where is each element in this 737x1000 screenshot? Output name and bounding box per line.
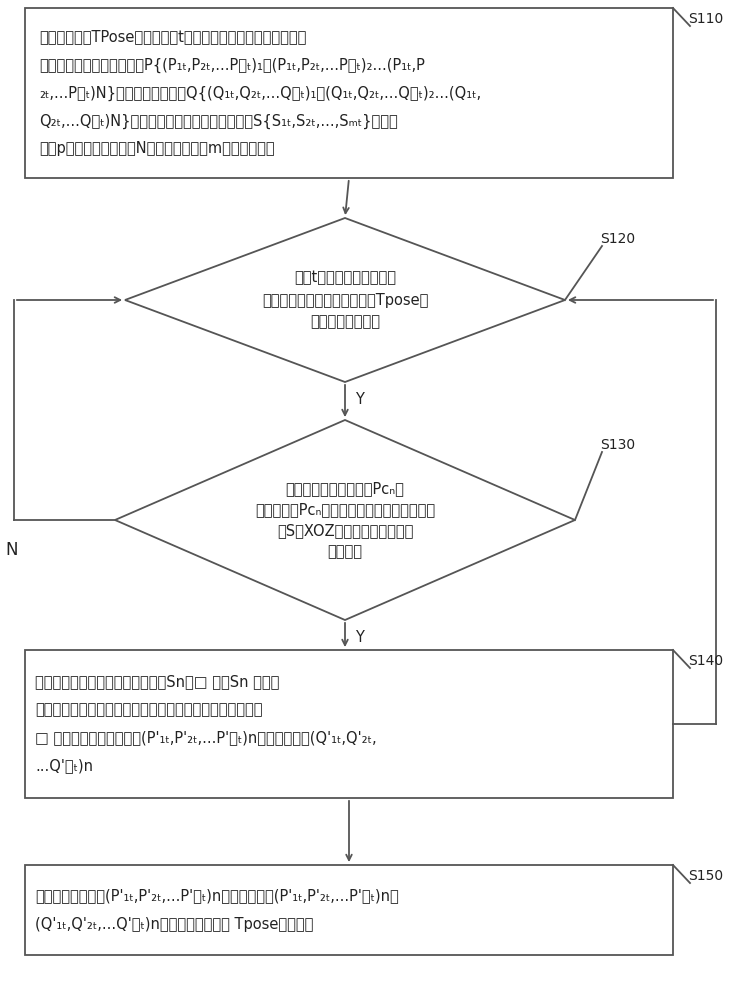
Polygon shape [115, 420, 575, 620]
Text: 以及根据第一约束条件，判断Tpose的: 以及根据第一约束条件，判断Tpose的 [262, 292, 428, 308]
Text: S130: S130 [600, 438, 635, 452]
Polygon shape [125, 218, 565, 382]
Text: 将相应标记点位置信息记录到点集Sn中□ 利用Sn 中的标: 将相应标记点位置信息记录到点集Sn中□ 利用Sn 中的标 [35, 674, 279, 690]
Text: 获取头部刚体的中心点Pᴄₙ，: 获取头部刚体的中心点Pᴄₙ， [285, 481, 405, 496]
Text: ₂ₜ,...P₟ₜ)N}、四元数姿态集合Q{(Q₁ₜ,Q₂ₜ,...Q₟ₜ)₁、(Q₁ₜ,Q₂ₜ,...Q₟ₜ)₂...(Q₁ₜ,: ₂ₜ,...P₟ₜ)N}、四元数姿态集合Q{(Q₁ₜ,Q₂ₜ,...Q₟ₜ)₁、… [39, 85, 481, 101]
Text: □ 得到新的刚体位置信息(P'₁ₜ,P'₂ₜ,...P'₟ₜ)n和四元数姿态(Q'₁ₜ,Q'₂ₜ,: □ 得到新的刚体位置信息(P'₁ₜ,P'₂ₜ,...P'₟ₜ)n和四元数姿态(Q… [35, 730, 377, 746]
FancyBboxPatch shape [25, 650, 673, 798]
Text: S150: S150 [688, 869, 723, 883]
Text: 和双脚刚体的位置信息集合P{(P₁ₜ,P₂ₜ,...P₟ₜ)₁、(P₁ₜ,P₂ₜ,...P₟ₜ)₂...(P₁ₜ,P: 和双脚刚体的位置信息集合P{(P₁ₜ,P₂ₜ,...P₟ₜ)₁、(P₁ₜ,P₂ₜ… [39, 57, 425, 73]
Text: Y: Y [355, 631, 364, 646]
Text: (Q'₁ₜ,Q'₂ₜ,...Q'₟ₜ)n获取多人多刚体的 Tpose相关信息: (Q'₁ₜ,Q'₂ₜ,...Q'₟ₜ)n获取多人多刚体的 Tpose相关信息 [35, 916, 313, 932]
Text: S120: S120 [600, 232, 635, 246]
Text: 记点位置信息与人体的刚体集合信息重新进行刚体匹配计算: 记点位置信息与人体的刚体集合信息重新进行刚体匹配计算 [35, 702, 262, 718]
Text: 合S在XOZ平面上是否符合第二: 合S在XOZ平面上是否符合第二 [277, 523, 413, 538]
Text: Q₂ₜ,...Q₟ₜ)N}、场地所有标记点位置信息集合S{S₁ₜ,S₂ₜ,...,Sₘₜ}），其: Q₂ₜ,...Q₟ₜ)N}、场地所有标记点位置信息集合S{S₁ₜ,S₂ₜ,...… [39, 113, 398, 129]
Text: 刚体信息是否有误: 刚体信息是否有误 [310, 314, 380, 330]
Text: ...Q'₟ₜ)n: ...Q'₟ₜ)n [35, 758, 93, 774]
Text: S140: S140 [688, 654, 723, 668]
Text: 认为刚体位置信息(P'₁ₜ,P'₂ₜ,...P'₟ₜ)n正确，并根据(P'₁ₜ,P'₂ₜ,...P'₟ₜ)n、: 认为刚体位置信息(P'₁ₜ,P'₂ₜ,...P'₟ₜ)n正确，并根据(P'₁ₜ,… [35, 888, 399, 904]
Text: S110: S110 [688, 12, 723, 26]
Text: 根据中心点Pᴄₙ，判断所有标记点位置信息集: 根据中心点Pᴄₙ，判断所有标记点位置信息集 [255, 502, 435, 517]
Text: 根据t时刻刚体的位置信息: 根据t时刻刚体的位置信息 [294, 270, 396, 286]
Text: 约束条件: 约束条件 [327, 544, 363, 559]
Text: N: N [6, 541, 18, 559]
FancyBboxPatch shape [25, 8, 673, 178]
Text: 人体站立进行TPose动作，获取t时刻每个人的头部、腰部、双手: 人体站立进行TPose动作，获取t时刻每个人的头部、腰部、双手 [39, 29, 307, 44]
FancyBboxPatch shape [25, 865, 673, 955]
Text: 中，p为人体部位标号，N为人体总个数；m为标记点个数: 中，p为人体部位标号，N为人体总个数；m为标记点个数 [39, 141, 275, 156]
Text: Y: Y [355, 392, 364, 408]
